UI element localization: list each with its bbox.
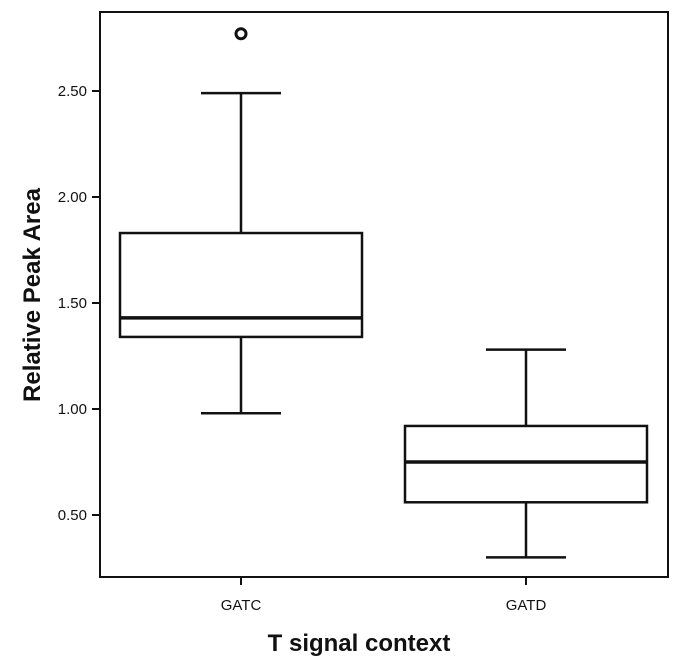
box-series xyxy=(118,27,649,559)
iqr-box xyxy=(403,424,649,504)
x-tick-label: GATC xyxy=(221,597,262,614)
x-tick-label: GATD xyxy=(506,597,547,614)
y-axis: 0.50 1.00 1.50 2.00 2.50 xyxy=(58,83,100,524)
y-tick-label: 0.50 xyxy=(58,507,87,524)
y-tick-label: 1.00 xyxy=(58,401,87,418)
box-gatd xyxy=(403,348,649,559)
y-tick-label: 2.00 xyxy=(58,189,87,206)
y-tick-label: 2.50 xyxy=(58,83,87,100)
x-axis-title: T signal context xyxy=(268,630,451,656)
iqr-box xyxy=(118,231,364,339)
x-axis: GATC GATD xyxy=(221,577,547,614)
y-axis-title: Relative Peak Area xyxy=(19,187,46,402)
box-gatc xyxy=(118,27,364,415)
y-tick-label: 1.50 xyxy=(58,295,87,312)
outlier-point xyxy=(234,27,248,41)
